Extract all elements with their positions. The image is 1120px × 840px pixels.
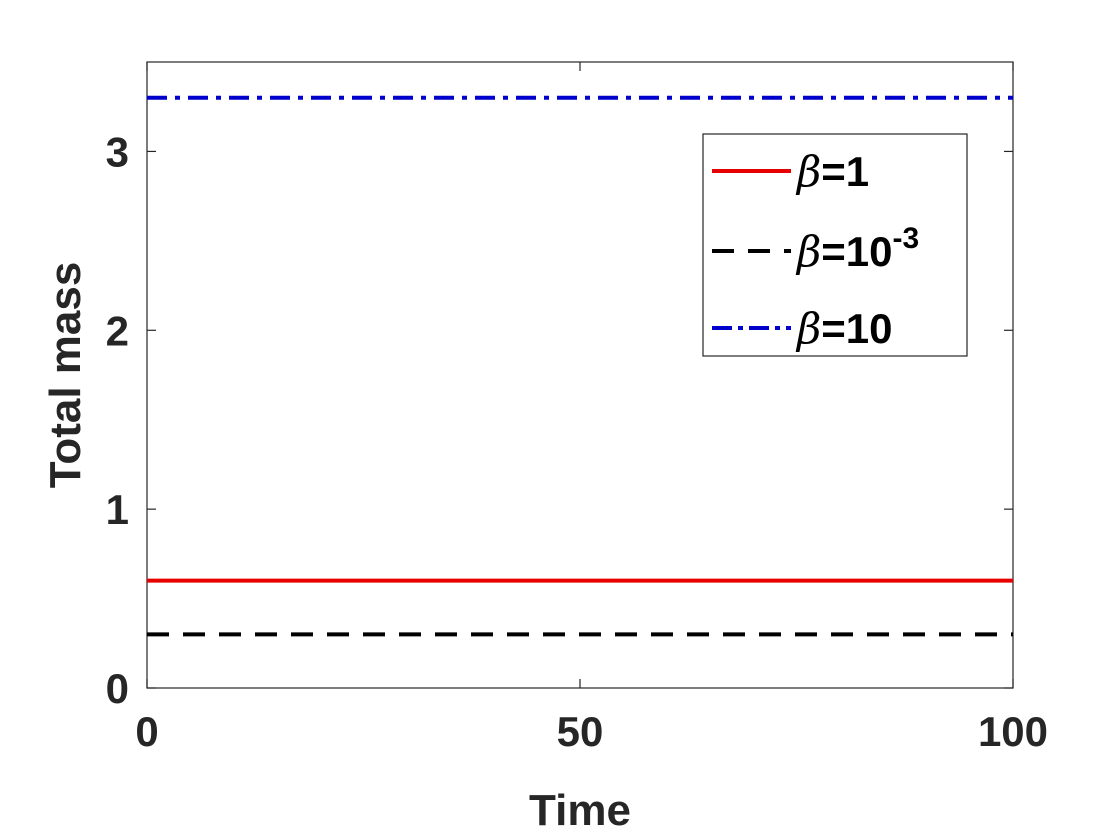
legend: β=1β=10-3β=10 [702,133,968,357]
legend-value-1: =10 [821,228,892,275]
tick-group: 0 50 100 0 1 2 3 [106,62,1048,755]
legend-superscript-1: -3 [893,222,920,255]
legend-label-2: β=10 [795,304,893,353]
legend-beta-symbol-1: β [795,227,821,276]
y-tick-label-0: 0 [106,665,129,712]
legend-beta-symbol-0: β [795,147,821,196]
y-tick-label-1: 1 [106,486,129,533]
y-tick-label-2: 2 [106,307,129,354]
legend-label-1: β=10-3 [795,222,919,276]
y-tick-label-3: 3 [106,128,129,175]
x-tick-label-2: 100 [978,708,1048,755]
legend-value-2: =10 [821,305,892,352]
x-tick-label-0: 0 [135,708,158,755]
x-tick-label-1: 50 [557,708,604,755]
y-axis-title: Total mass [41,262,90,489]
x-axis-title: Time [529,786,631,835]
legend-beta-symbol-2: β [795,304,821,353]
legend-label-0: β=1 [795,147,869,196]
legend-value-0: =1 [821,148,869,195]
series-group [147,95,1013,637]
